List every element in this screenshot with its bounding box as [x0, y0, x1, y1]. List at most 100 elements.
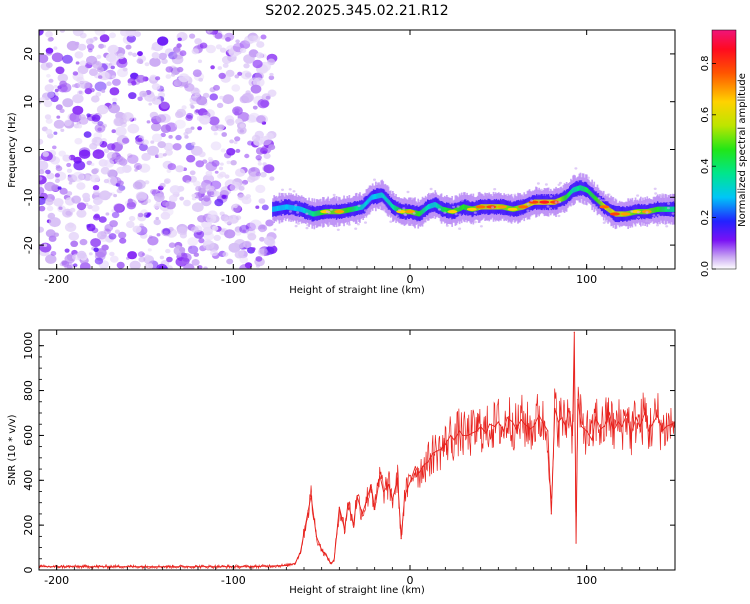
noise-blob: [267, 89, 277, 97]
signal-peak: [539, 200, 550, 204]
signal-core: [425, 205, 428, 211]
noise-blob: [68, 231, 80, 241]
signal-core: [629, 210, 632, 216]
noise-blob: [205, 214, 217, 224]
noise-blob: [116, 261, 125, 269]
signal-speckle: [604, 220, 608, 223]
noise-blob: [53, 131, 58, 135]
noise-blob: [118, 231, 127, 239]
noise-blob: [213, 132, 218, 136]
signal-core: [362, 204, 364, 210]
noise-blob: [103, 178, 110, 184]
noise-blob: [163, 266, 169, 269]
noise-blob: [39, 97, 46, 103]
noise-blob: [240, 70, 252, 80]
noise-blob: [199, 115, 211, 125]
signal-speckle: [586, 176, 590, 179]
noise-blob: [48, 78, 54, 83]
signal-core: [668, 206, 671, 212]
signal-speckle: [398, 208, 402, 212]
signal-core: [295, 205, 298, 212]
signal-speckle: [661, 193, 665, 196]
noise-blob: [137, 137, 143, 142]
signal-core: [459, 205, 462, 211]
noise-blob: [66, 191, 73, 196]
signal-core: [581, 185, 584, 192]
signal-core: [361, 204, 363, 210]
signal-peak: [609, 212, 620, 216]
signal-speckle: [557, 183, 561, 186]
signal-peak: [405, 210, 415, 214]
signal-core: [660, 206, 662, 212]
signal-core: [658, 206, 660, 212]
noise-blob: [57, 73, 69, 83]
noise-blob: [101, 89, 106, 93]
colorbar-tick-label: 0.4: [700, 158, 711, 174]
signal-core: [284, 204, 287, 210]
noise-blob: [168, 242, 176, 248]
noise-blob: [72, 94, 84, 104]
signal-speckle: [479, 225, 483, 228]
signal-core: [438, 204, 441, 210]
signal-core: [331, 209, 334, 215]
noise-blob: [95, 62, 100, 66]
signal-speckle: [645, 219, 649, 223]
noise-blob: [134, 179, 146, 190]
noise-blob: [127, 51, 133, 56]
noise-blob: [39, 160, 49, 171]
noise-blob: [193, 192, 202, 199]
signal-core: [278, 205, 281, 211]
noise-blob: [225, 45, 236, 54]
signal-core: [548, 199, 551, 205]
signal-core: [315, 210, 318, 217]
noise-blob: [98, 43, 105, 49]
noise-blob: [45, 31, 53, 38]
signal-core: [415, 210, 417, 216]
noise-blob: [192, 69, 202, 77]
noise-blob: [256, 41, 265, 48]
noise-blob: [243, 63, 250, 69]
signal-speckle: [491, 206, 495, 209]
noise-blob: [263, 236, 275, 246]
noise-blob: [127, 154, 139, 164]
signal-speckle: [648, 220, 652, 223]
signal-core: [423, 207, 426, 213]
noise-blob: [42, 151, 49, 157]
noise-blob: [198, 151, 206, 158]
noise-blob: [147, 236, 159, 246]
snr-plot-area: [39, 331, 675, 570]
noise-blob: [93, 197, 103, 206]
signal-core: [589, 190, 591, 196]
noise-blob: [138, 143, 148, 152]
noise-blob: [79, 238, 88, 246]
noise-blob: [220, 148, 226, 153]
noise-blob: [142, 92, 146, 96]
signal-core: [652, 207, 655, 213]
noise-blob: [51, 184, 60, 192]
signal-core: [419, 210, 422, 217]
noise-blob: [203, 231, 214, 241]
noise-blob: [110, 255, 119, 263]
noise-blob: [167, 163, 176, 171]
noise-blob: [187, 237, 199, 247]
signal-speckle: [273, 228, 277, 231]
signal-core: [574, 186, 576, 193]
noise-blob: [247, 35, 258, 44]
noise-blob: [77, 90, 84, 96]
signal-core: [385, 196, 388, 202]
noise-blob: [172, 143, 182, 151]
signal-speckle: [666, 206, 670, 210]
signal-core: [355, 205, 358, 211]
noise-blob: [233, 140, 238, 145]
signal-speckle: [381, 203, 385, 206]
noise-blob: [138, 256, 146, 263]
signal-core: [456, 207, 459, 213]
signal-core: [300, 206, 303, 213]
noise-blob: [57, 186, 62, 190]
noise-blob: [176, 108, 187, 118]
noise-blob: [102, 44, 107, 48]
signal-speckle: [530, 199, 534, 202]
signal-speckle: [305, 226, 309, 230]
signal-peak: [496, 205, 507, 209]
noise-blob: [116, 188, 123, 194]
